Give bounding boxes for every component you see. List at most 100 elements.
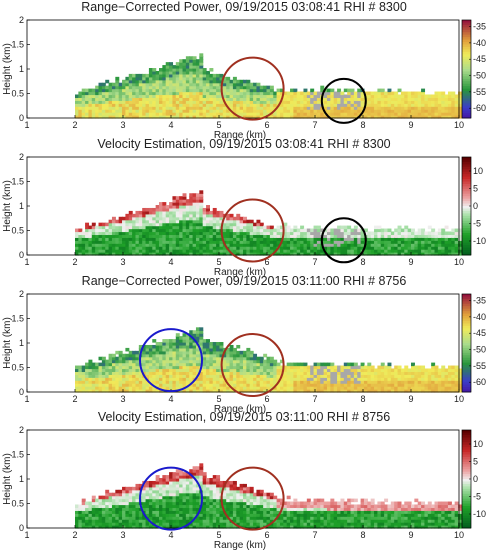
heatmap-cell — [414, 109, 419, 113]
heatmap-cell — [374, 234, 378, 238]
heatmap-cell — [142, 371, 147, 375]
heatmap-cell — [81, 504, 86, 509]
heatmap-cell — [115, 389, 120, 393]
heatmap-cell — [229, 353, 234, 358]
heatmap-cell — [441, 243, 446, 247]
heatmap-cell — [185, 516, 190, 520]
heatmap-cell — [323, 103, 328, 107]
heatmap-cell — [384, 249, 389, 253]
heatmap-cell — [125, 522, 130, 526]
heatmap-cell — [101, 516, 106, 520]
heatmap-cell — [259, 377, 264, 381]
heatmap-cell — [169, 76, 174, 81]
heatmap-cell — [414, 377, 419, 381]
heatmap-cell — [138, 380, 143, 384]
heatmap-cell — [357, 386, 362, 390]
heatmap-cell — [179, 205, 184, 209]
heatmap-cell — [212, 237, 217, 241]
heatmap-cell — [337, 246, 342, 250]
heatmap-cell — [256, 234, 261, 238]
heatmap-cell — [199, 106, 204, 110]
heatmap-cell — [175, 483, 180, 488]
heatmap-cell — [417, 371, 422, 375]
heatmap-cell — [175, 339, 180, 343]
heatmap-cell — [172, 70, 177, 75]
heatmap-cell — [390, 91, 395, 96]
heatmap-cell — [165, 222, 170, 227]
heatmap-cell — [81, 249, 86, 253]
heatmap-cell — [206, 115, 210, 119]
heatmap-cell — [195, 368, 200, 373]
heatmap-cell — [122, 225, 126, 230]
heatmap-cell — [199, 507, 204, 511]
heatmap-cell — [142, 82, 147, 87]
heatmap-cell — [327, 231, 331, 236]
heatmap-cell — [85, 389, 90, 393]
heatmap-cell — [441, 234, 446, 238]
heatmap-cell — [159, 109, 163, 113]
heatmap-cell — [249, 365, 254, 370]
heatmap-cell — [444, 243, 449, 247]
heatmap-cell — [404, 249, 409, 253]
x-tick-label: 5 — [216, 120, 221, 130]
heatmap-cell — [199, 65, 204, 69]
heatmap-cell — [192, 252, 197, 256]
heatmap-cell — [330, 386, 335, 390]
heatmap-cell — [98, 82, 103, 87]
heatmap-cell — [75, 513, 79, 517]
heatmap-cell — [142, 344, 147, 349]
heatmap-cell — [169, 231, 174, 236]
heatmap-cell — [222, 389, 227, 393]
heatmap-cell — [189, 522, 194, 526]
heatmap-cell — [374, 228, 378, 233]
heatmap-cell — [152, 362, 157, 367]
heatmap-cell — [81, 365, 86, 370]
heatmap-cell — [253, 249, 258, 253]
heatmap-cell — [380, 97, 385, 101]
heatmap-cell — [239, 383, 244, 387]
heatmap-cell — [199, 519, 204, 523]
heatmap-cell — [286, 231, 291, 236]
heatmap-cell — [185, 231, 190, 236]
colorbar-segment — [462, 313, 471, 317]
heatmap-cell — [128, 106, 133, 110]
heatmap-cell — [330, 109, 335, 113]
heatmap-cell — [145, 504, 150, 509]
heatmap-cell — [202, 207, 207, 212]
heatmap-cell — [266, 88, 271, 93]
heatmap-cell — [249, 97, 254, 101]
heatmap-cell — [182, 207, 187, 212]
heatmap-cell — [310, 386, 315, 390]
heatmap-cell — [165, 94, 170, 99]
heatmap-cell — [175, 522, 180, 526]
heatmap-cell — [85, 222, 90, 227]
heatmap-cell — [246, 380, 251, 384]
heatmap-cell — [421, 97, 426, 101]
heatmap-cell — [249, 252, 254, 256]
chart-title: Range−Corrected Power, 09/19/2015 03:08:… — [81, 0, 407, 14]
heatmap-cell — [148, 344, 153, 349]
heatmap-cell — [414, 371, 419, 375]
heatmap-cell — [182, 368, 187, 373]
heatmap-cell — [421, 249, 426, 253]
heatmap-cell — [263, 103, 268, 107]
heatmap-cell — [411, 386, 415, 390]
heatmap-cell — [236, 231, 241, 236]
heatmap-cell — [98, 525, 103, 529]
heatmap-cell — [98, 115, 103, 119]
heatmap-cell — [394, 249, 399, 253]
heatmap-cell — [447, 371, 452, 375]
heatmap-cell — [397, 231, 402, 236]
heatmap-cell — [216, 222, 221, 227]
heatmap-cell — [81, 516, 86, 520]
heatmap-cell — [125, 115, 130, 119]
heatmap-cell — [135, 103, 140, 107]
heatmap-cell — [431, 362, 436, 367]
heatmap-cell — [310, 97, 315, 101]
heatmap-cell — [152, 498, 157, 503]
heatmap-cell — [199, 525, 204, 529]
heatmap-cell — [128, 495, 133, 500]
heatmap-cell — [128, 100, 133, 104]
heatmap-cell — [246, 115, 251, 119]
heatmap-cell — [165, 225, 170, 230]
